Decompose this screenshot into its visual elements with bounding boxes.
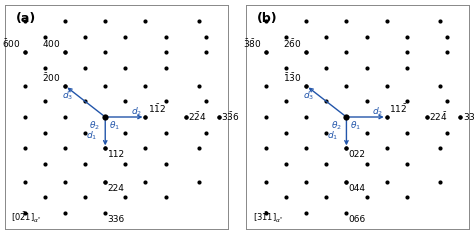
Text: $\theta_1$: $\theta_1$: [109, 120, 120, 132]
Text: $d_2$: $d_2$: [372, 105, 383, 118]
Text: 3$\bar{3}$6: 3$\bar{3}$6: [221, 110, 240, 124]
Text: 2$\bar{2}$4: 2$\bar{2}$4: [188, 110, 207, 124]
Text: (a): (a): [16, 12, 36, 25]
Text: $\theta_2$: $\theta_2$: [90, 120, 100, 132]
Text: $[3\bar{1}1]_{\alpha''}$: $[3\bar{1}1]_{\alpha''}$: [253, 211, 283, 225]
Text: 022: 022: [349, 150, 365, 160]
Text: $d_3$: $d_3$: [62, 90, 73, 102]
Text: $\bar{3}\bar{8}$0: $\bar{3}\bar{8}$0: [243, 37, 262, 50]
Text: 33$\bar{6}$: 33$\bar{6}$: [463, 110, 474, 124]
Text: $d_1$: $d_1$: [86, 130, 98, 142]
Text: $\theta_1$: $\theta_1$: [350, 120, 362, 132]
Text: $\bar{4}$00: $\bar{4}$00: [42, 37, 61, 50]
Text: 224: 224: [108, 184, 124, 193]
Text: $\bar{6}$00: $\bar{6}$00: [2, 37, 20, 50]
Text: 1$\bar{1}$2: 1$\bar{1}$2: [148, 102, 166, 115]
Text: $[0\bar{2}1]_{\alpha''}$: $[0\bar{2}1]_{\alpha''}$: [11, 211, 42, 225]
Text: $\bar{2}$00: $\bar{2}$00: [42, 71, 61, 84]
Text: 044: 044: [349, 184, 365, 193]
Text: $\bar{2}\bar{6}$0: $\bar{2}\bar{6}$0: [283, 37, 302, 50]
Text: $\bar{1}\bar{3}$0: $\bar{1}\bar{3}$0: [283, 71, 302, 84]
Text: (b): (b): [257, 12, 278, 25]
Text: 22$\bar{4}$: 22$\bar{4}$: [429, 110, 447, 124]
Text: 11$\bar{2}$: 11$\bar{2}$: [389, 102, 407, 115]
Text: $\theta_2$: $\theta_2$: [330, 120, 341, 132]
Text: 066: 066: [349, 215, 366, 224]
Text: $d_1$: $d_1$: [328, 130, 338, 142]
Text: $d_3$: $d_3$: [303, 90, 314, 102]
Text: 112: 112: [108, 150, 125, 160]
Text: $d_2$: $d_2$: [131, 105, 142, 118]
Text: 336: 336: [108, 215, 125, 224]
